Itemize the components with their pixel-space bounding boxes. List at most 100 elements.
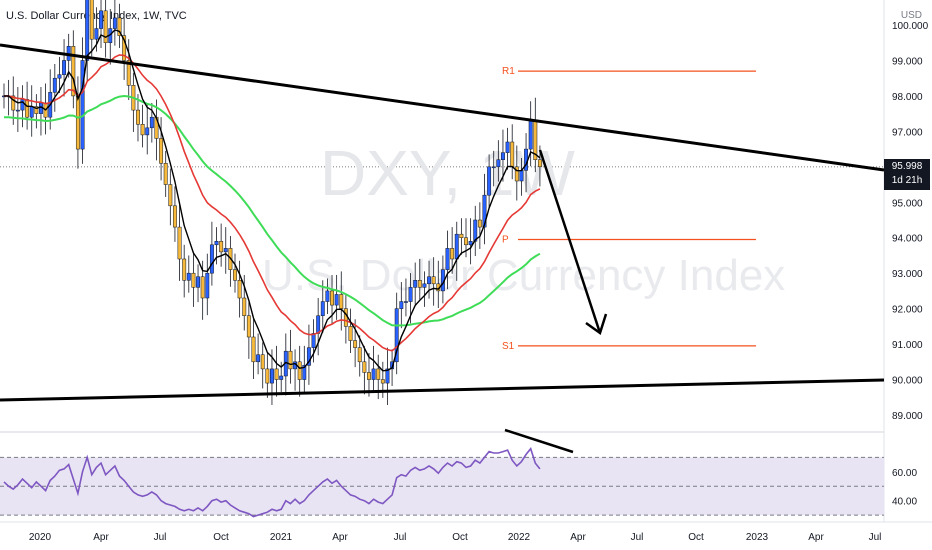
price-tick-label: 100.000 (892, 21, 929, 32)
time-tick-label: 2023 (746, 532, 769, 543)
price-tick-label: 90.000 (892, 376, 923, 387)
candle-body (214, 241, 219, 246)
candle (270, 349, 274, 405)
candle-body (256, 354, 261, 363)
candle (427, 260, 431, 299)
candle (177, 204, 182, 281)
candle (57, 56, 62, 93)
candle-body (246, 315, 251, 338)
bar-countdown: 1d 21h (891, 175, 923, 186)
candle (501, 129, 505, 182)
candle-body (473, 219, 478, 242)
candle (325, 278, 330, 314)
candle-body (52, 77, 57, 93)
candle (80, 37, 85, 164)
candle-body (191, 272, 196, 288)
time-tick-label: Oct (452, 532, 468, 543)
candle (233, 253, 237, 293)
level-label-r1: R1 (502, 66, 515, 77)
candle-body (371, 368, 376, 380)
candle-body (302, 365, 307, 380)
candle-body (29, 106, 34, 118)
candle-body (306, 347, 311, 366)
candle-body (413, 280, 418, 288)
candle (223, 227, 228, 274)
candle-body (177, 226, 182, 260)
candle-body (330, 290, 334, 306)
ema-fast-line (4, 29, 541, 372)
candle-body (394, 308, 399, 363)
candle (357, 335, 362, 377)
level-label-s1: S1 (502, 341, 515, 352)
candle (302, 345, 307, 392)
candle (297, 345, 302, 397)
candle (399, 282, 404, 329)
time-tick-label: Jul (869, 532, 882, 543)
time-tick-label: Jul (154, 532, 167, 543)
candle-body (233, 269, 237, 281)
candle (320, 280, 325, 333)
candle (172, 186, 177, 242)
time-tick-label: Apr (570, 532, 586, 543)
candle-body (15, 109, 20, 112)
last-price-value: 95.998 (891, 161, 923, 172)
candle (505, 127, 510, 170)
candle (334, 274, 339, 320)
candle (251, 319, 256, 379)
candle-body (85, 0, 90, 61)
candle (413, 262, 418, 305)
rsi-divergence-line (504, 428, 574, 454)
candle (20, 85, 25, 128)
candle-body (537, 159, 542, 168)
candle (371, 345, 376, 392)
time-tick-label: Oct (688, 532, 704, 543)
candle (362, 345, 367, 395)
candle-body (219, 241, 224, 253)
candle-body (468, 241, 473, 246)
candle-body (431, 276, 436, 285)
candle-body (145, 127, 150, 136)
candle (260, 342, 265, 389)
candle-body (112, 17, 117, 29)
time-tick-label: 2022 (508, 532, 531, 543)
candle-body (385, 368, 390, 384)
candle (256, 333, 261, 375)
candle (422, 271, 427, 307)
candle-body (454, 233, 459, 260)
candle-body (288, 350, 293, 370)
candle-body (103, 10, 108, 43)
candle-body (408, 287, 413, 302)
candle-body (186, 272, 191, 281)
candle-body (464, 237, 468, 246)
candle-body (122, 35, 127, 61)
candle-body (117, 17, 122, 36)
candle-body (505, 141, 510, 153)
candle (75, 76, 80, 169)
candle-body (339, 294, 344, 309)
candle-body (237, 280, 242, 299)
projection-arrow-shaft (538, 149, 602, 334)
price-tick-label: 99.000 (892, 56, 923, 67)
candle (209, 221, 214, 286)
price-tick-label: 93.000 (892, 269, 923, 280)
candle-body (71, 46, 76, 97)
candle-body (445, 248, 450, 270)
candle (237, 260, 242, 318)
candle-body (11, 95, 16, 111)
candle-body (510, 141, 515, 168)
candle (196, 264, 200, 303)
candle (62, 39, 67, 97)
candle-body (34, 106, 39, 114)
candle-body (75, 95, 80, 150)
candle-body (297, 361, 302, 380)
candle-body (422, 283, 427, 288)
candle-body (270, 368, 274, 384)
candle-body (348, 326, 353, 341)
watermark-symbol: DXY, 1W (320, 137, 576, 209)
candle-body (450, 248, 455, 260)
price-tick-label: 98.000 (892, 92, 923, 103)
ema-mid-line (4, 54, 541, 352)
candle (288, 329, 293, 384)
candle-body (427, 276, 431, 285)
